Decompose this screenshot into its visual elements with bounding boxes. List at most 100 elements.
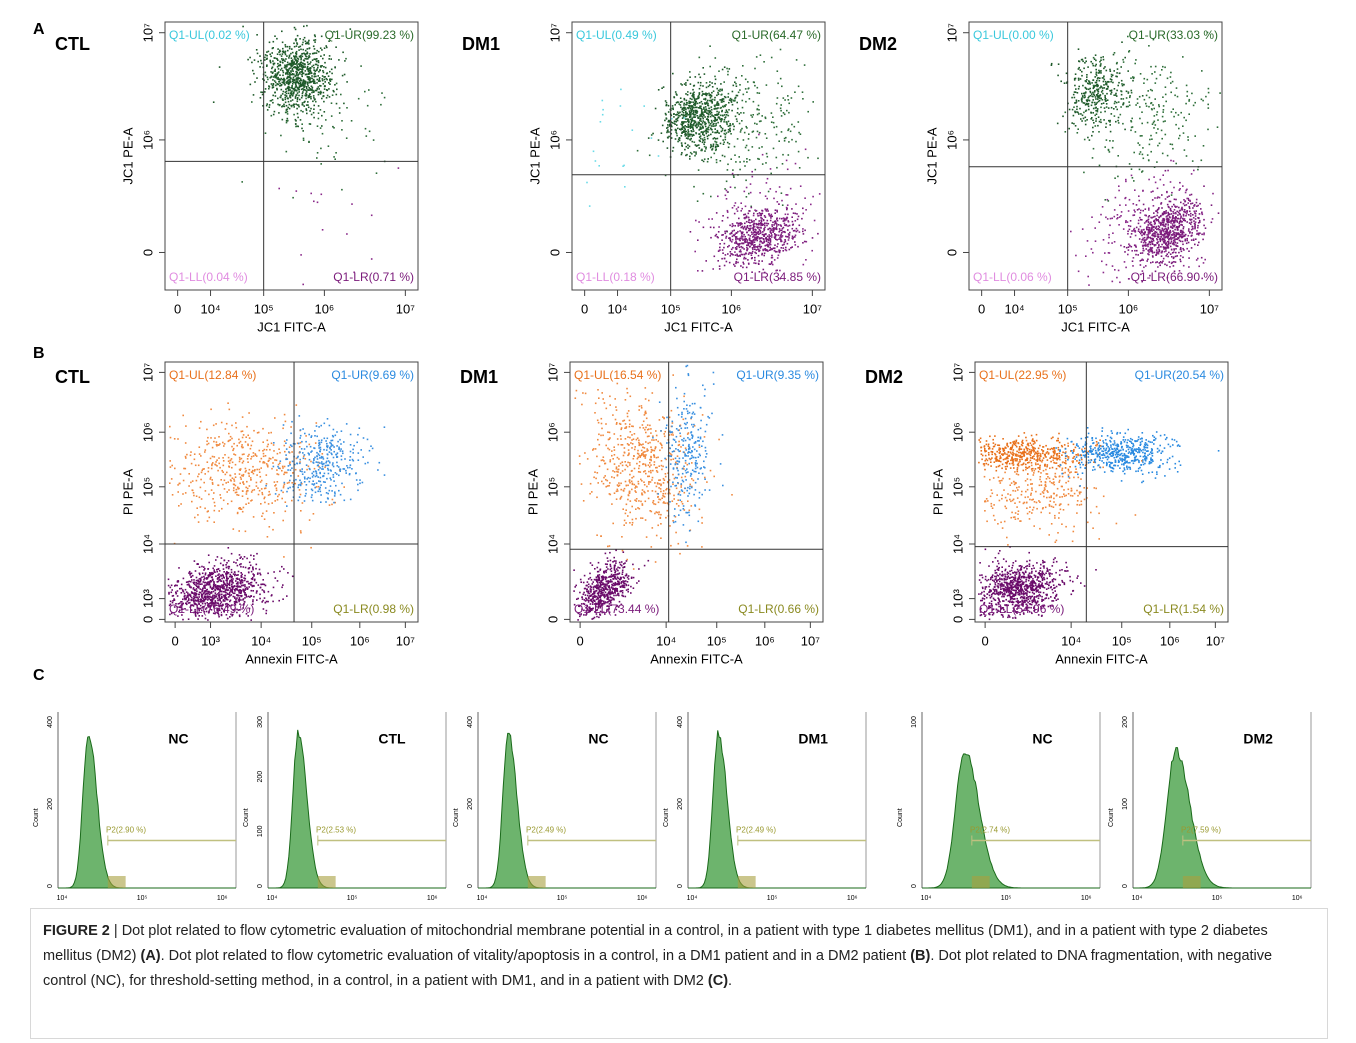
- event-dot: [753, 241, 756, 243]
- event-dot: [1166, 240, 1169, 243]
- event-dot: [1143, 266, 1145, 269]
- event-dot: [306, 478, 308, 480]
- event-dot: [739, 131, 742, 133]
- event-dot: [190, 451, 192, 453]
- y-axis-label: JC1 PE-A: [924, 127, 939, 184]
- event-dot: [776, 211, 778, 213]
- event-dot: [303, 86, 305, 89]
- event-dot: [769, 168, 772, 170]
- event-dot: [699, 84, 702, 87]
- event-dot: [754, 168, 757, 171]
- event-dot: [723, 257, 726, 260]
- event-dot: [331, 490, 333, 492]
- event-dot: [291, 61, 293, 64]
- event-dot: [1190, 228, 1193, 231]
- event-dot: [1148, 159, 1150, 162]
- event-dot: [1145, 220, 1147, 223]
- event-dot: [752, 214, 755, 217]
- event-dot: [241, 495, 244, 497]
- event-dot: [291, 451, 293, 453]
- event-dot: [738, 122, 741, 125]
- event-dot: [1187, 230, 1190, 232]
- event-dot: [295, 457, 298, 460]
- event-dot: [1140, 209, 1142, 212]
- event-dot: [1128, 198, 1131, 201]
- event-dot: [322, 71, 325, 74]
- event-dot: [264, 487, 267, 489]
- event-dot: [787, 213, 789, 216]
- event-dot: [309, 53, 311, 55]
- event-dot: [693, 113, 696, 116]
- event-dot: [1157, 208, 1160, 210]
- event-dot: [676, 119, 679, 122]
- event-dot: [765, 240, 768, 243]
- event-dot: [781, 227, 784, 230]
- event-dot: [218, 462, 220, 465]
- event-dot: [1144, 231, 1146, 233]
- event-dot: [1085, 60, 1087, 63]
- event-dot: [711, 86, 714, 88]
- event-dot: [329, 441, 331, 444]
- event-dot: [683, 83, 686, 85]
- event-dot: [1143, 239, 1145, 241]
- event-dot: [329, 80, 332, 82]
- event-dot: [271, 467, 273, 470]
- event-dot: [274, 68, 276, 71]
- event-dot: [689, 71, 691, 73]
- event-dot: [292, 92, 295, 95]
- event-dot: [737, 261, 739, 264]
- event-dot: [729, 239, 732, 242]
- event-dot: [331, 453, 333, 456]
- event-dot: [290, 93, 293, 96]
- event-dot: [296, 43, 299, 45]
- event-dot: [1092, 56, 1095, 59]
- event-dot: [287, 73, 289, 76]
- event-dot: [1201, 233, 1203, 236]
- event-dot: [364, 90, 366, 93]
- event-dot: [687, 132, 689, 134]
- event-dot: [291, 60, 293, 63]
- event-dot: [737, 222, 740, 225]
- event-dot: [737, 206, 740, 209]
- event-dot: [776, 218, 778, 220]
- event-dot: [285, 121, 288, 124]
- event-dot: [1118, 216, 1121, 218]
- event-dot: [670, 114, 673, 117]
- event-dot: [1078, 66, 1080, 69]
- event-dot: [1154, 65, 1157, 68]
- event-dot: [689, 107, 692, 110]
- event-dot: [776, 166, 778, 169]
- event-dot: [720, 120, 722, 123]
- event-dot: [1185, 84, 1188, 87]
- event-dot: [317, 60, 320, 62]
- event-dot: [1104, 110, 1106, 113]
- event-dot: [752, 239, 754, 242]
- event-dot: [719, 114, 722, 117]
- event-dot: [703, 134, 705, 136]
- event-dot: [1162, 218, 1164, 220]
- event-dot: [1200, 256, 1203, 259]
- event-dot: [306, 65, 309, 68]
- event-dot: [1134, 229, 1136, 232]
- event-dot: [705, 93, 707, 96]
- event-dot: [1174, 261, 1177, 263]
- event-dot: [1098, 120, 1101, 123]
- event-dot: [811, 237, 814, 239]
- event-dot: [685, 111, 687, 114]
- event-dot: [304, 81, 306, 83]
- event-dot: [766, 155, 769, 158]
- event-dot: [1178, 251, 1180, 254]
- event-dot: [1197, 224, 1199, 227]
- event-dot: [792, 230, 795, 232]
- event-dot: [740, 245, 743, 248]
- event-dot: [752, 243, 754, 246]
- event-dot: [1097, 92, 1099, 95]
- event-dot: [735, 240, 737, 242]
- event-dot: [1073, 91, 1076, 93]
- event-dot: [1153, 221, 1156, 224]
- event-dot: [1170, 262, 1173, 265]
- event-dot: [299, 63, 302, 66]
- event-dot: [1160, 233, 1162, 235]
- event-dot: [689, 102, 691, 104]
- event-dot: [758, 133, 760, 136]
